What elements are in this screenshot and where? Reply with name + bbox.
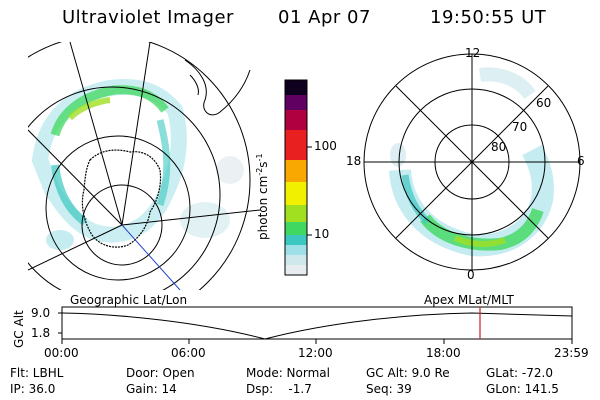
time-label: 19:50:55 UT xyxy=(430,7,547,28)
date-label: 01 Apr 07 xyxy=(278,7,371,28)
time-tick: 12:00 xyxy=(298,346,333,360)
altitude-plot xyxy=(58,306,573,344)
gain-info: Gain: 14 xyxy=(126,382,177,396)
colorbar-tick-10: 10 xyxy=(314,227,330,241)
seq-info: Seq: 39 xyxy=(366,382,412,396)
geographic-map-title: Geographic Lat/Lon xyxy=(70,293,188,307)
ip-info: IP: 36.0 xyxy=(10,382,56,396)
time-tick: 18:00 xyxy=(426,346,461,360)
mlt-label-0: 0 xyxy=(467,268,475,282)
colorbar-tick-100: 100 xyxy=(314,139,337,153)
door-info: Door: Open xyxy=(126,366,195,380)
glat-info: GLat: -72.0 xyxy=(486,366,553,380)
apex-map-title: Apex MLat/MLT xyxy=(424,293,514,307)
time-tick: 06:00 xyxy=(171,346,206,360)
altitude-axis-label: GC Alt xyxy=(12,310,26,348)
mode-info: Mode: Normal xyxy=(246,366,330,380)
lat-label-70: 70 xyxy=(512,120,528,134)
time-tick: 23:59 xyxy=(554,346,589,360)
instrument-title: Ultraviolet Imager xyxy=(62,7,234,28)
gc-alt-info: GC Alt: 9.0 Re xyxy=(366,366,450,380)
glon-info: GLon: 141.5 xyxy=(486,382,559,396)
lat-label-80: 80 xyxy=(491,140,507,154)
coastline xyxy=(81,149,162,248)
dsp-info: Dsp: -1.7 xyxy=(246,382,312,396)
mlt-label-12: 12 xyxy=(465,46,481,60)
altitude-tick-low: 1.8 xyxy=(31,326,51,340)
mlt-label-6: 6 xyxy=(577,154,585,168)
colorbar-unit-label: photon cm-2s-1 xyxy=(255,153,270,240)
polar-mlt-plot xyxy=(363,53,581,271)
color-scale-bar xyxy=(284,79,312,276)
geographic-map xyxy=(28,42,261,290)
filter-info: Flt: LBHL xyxy=(10,366,64,380)
mlt-label-18: 18 xyxy=(346,154,362,168)
altitude-tick-high: 9.0 xyxy=(31,306,51,320)
lat-label-60: 60 xyxy=(536,96,552,110)
altitude-curve xyxy=(61,312,573,340)
time-tick: 00:00 xyxy=(44,346,79,360)
